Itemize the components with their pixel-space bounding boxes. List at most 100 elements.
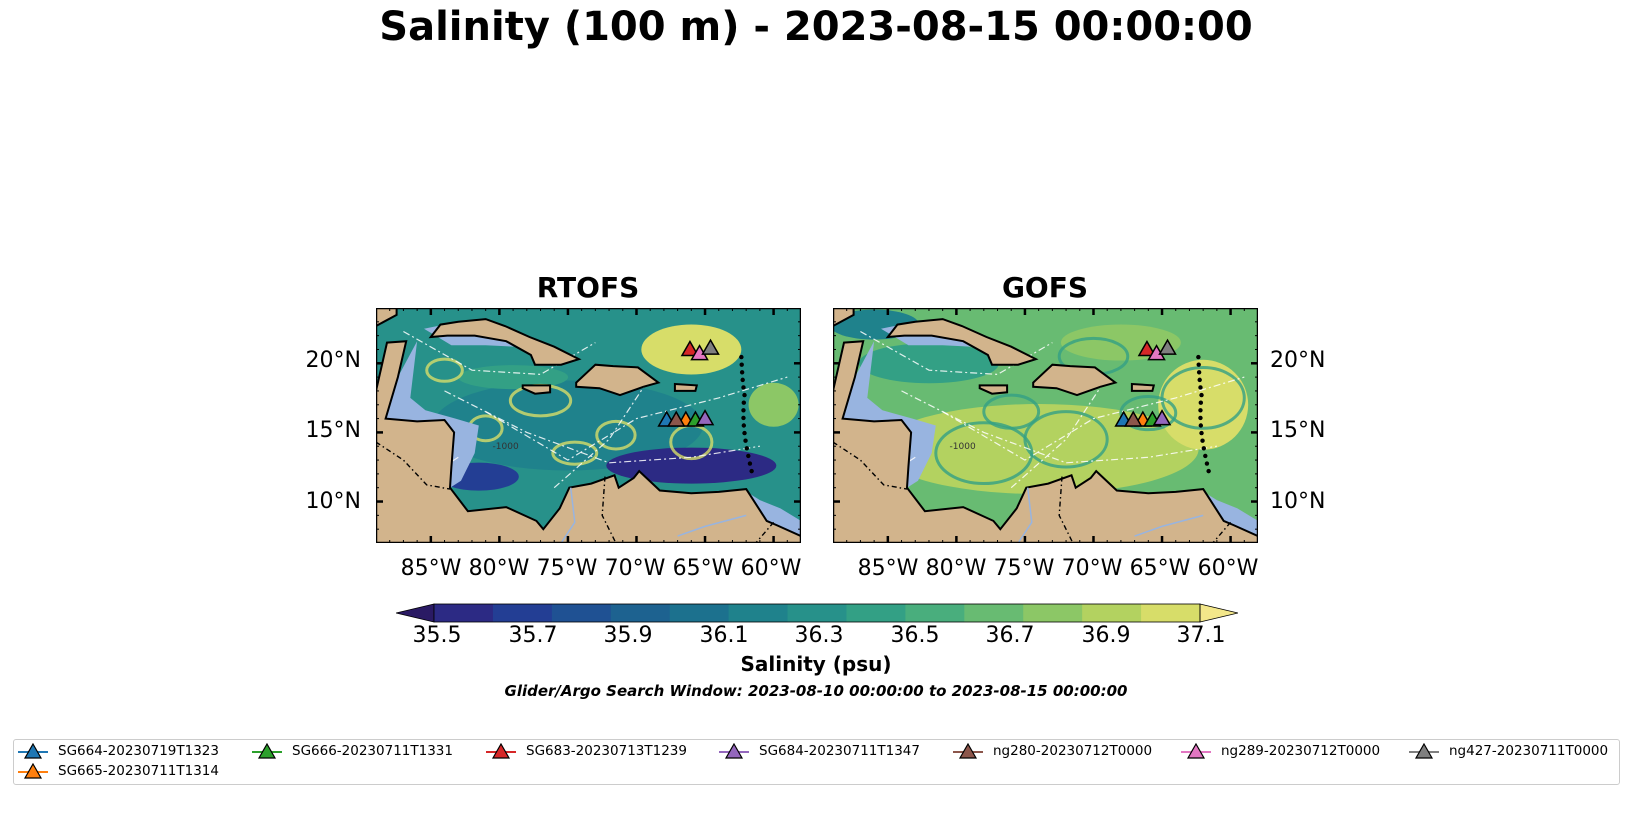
- island: [741, 423, 747, 428]
- river: [560, 487, 576, 543]
- glider-marker: [695, 409, 715, 426]
- colorbar-segment: [610, 604, 671, 622]
- map-layer: -1000: [833, 308, 1258, 543]
- lat-label-10n-right: 10°N: [1270, 489, 1326, 514]
- colorbar-tick: 35.5: [412, 623, 462, 648]
- island: [1197, 377, 1202, 383]
- island: [1198, 408, 1203, 413]
- triangle-marker-icon: [252, 743, 282, 759]
- colorbar-segment: [728, 604, 789, 622]
- lat-label-20n-right: 20°N: [1270, 348, 1326, 373]
- salinity-eddy: [425, 357, 464, 383]
- river: [1017, 487, 1033, 543]
- island: [1201, 446, 1207, 451]
- island: [1198, 400, 1204, 405]
- isobath-line: [942, 376, 1245, 461]
- colorbar-label: Salinity (psu): [740, 652, 892, 676]
- isobath-line: [444, 390, 760, 464]
- legend-label: SG666-20230711T1331: [292, 743, 453, 759]
- island: [740, 377, 745, 383]
- glider-marker: [1152, 409, 1172, 426]
- island: [747, 461, 753, 466]
- colorbar-tick: 35.7: [508, 623, 558, 648]
- legend-item: SG683-20230713T1239: [486, 743, 687, 759]
- legend-label: ng280-20230712T0000: [993, 743, 1153, 759]
- colorbar-segment: [1023, 604, 1083, 622]
- shelf-area: [748, 493, 801, 537]
- colorbar-frame: [433, 603, 1201, 623]
- salinity-eddy: [1119, 394, 1178, 432]
- panel-title-gofs: GOFS: [1001, 271, 1089, 304]
- figure-title: Salinity (100 m) - 2023-08-15 00:00:00: [379, 4, 1253, 50]
- salinity-eddy: [551, 440, 599, 466]
- lon-label-70w-gofs: 70°W: [1061, 556, 1123, 581]
- lon-label-85w-gofs: 85°W: [857, 556, 919, 581]
- colorbar-segment: [551, 604, 612, 622]
- colorbar-segment: [669, 604, 730, 622]
- legend-item: ng280-20230712T0000: [953, 743, 1152, 759]
- shelf-area: [1205, 493, 1258, 537]
- shelf-area: [842, 341, 936, 488]
- legend-item: SG666-20230711T1331: [252, 743, 453, 759]
- colorbar-segment: [964, 604, 1024, 622]
- salinity-patch: [1060, 324, 1181, 361]
- land-mass: [428, 318, 582, 366]
- island: [1206, 468, 1211, 474]
- legend-label: SG665-20230711T1314: [58, 763, 219, 779]
- glider-marker: [1158, 338, 1177, 355]
- salinity-eddy: [934, 421, 1034, 486]
- colorbar-tick: 37.1: [1176, 623, 1226, 648]
- isobath-label: -1000: [950, 442, 976, 452]
- legend-item: SG665-20230711T1314: [18, 763, 219, 779]
- legend-item: ng427-20230711T0000: [1409, 743, 1608, 759]
- island: [742, 430, 747, 436]
- salinity-patch: [1158, 359, 1249, 450]
- colorbar-tick: 36.1: [699, 623, 749, 648]
- lon-label-60w-gofs: 60°W: [1197, 556, 1259, 581]
- country-border: [833, 441, 908, 490]
- island: [739, 354, 744, 360]
- lon-label-70w: 70°W: [604, 556, 666, 581]
- map-layer: -1000: [376, 308, 801, 543]
- land-mass: [376, 308, 398, 328]
- colorbar-segment: [787, 604, 848, 622]
- island: [1196, 370, 1202, 375]
- triangle-marker-icon: [18, 743, 48, 759]
- triangle-marker-icon: [486, 743, 516, 759]
- salinity-patch: [432, 380, 703, 471]
- shelf-area: [385, 341, 479, 488]
- island: [749, 468, 754, 474]
- country-border: [1058, 476, 1074, 543]
- isobath-line: [901, 390, 1217, 464]
- lon-label-65w-gofs: 65°W: [1129, 556, 1191, 581]
- triangle-marker-icon: [719, 743, 749, 759]
- legend-label: ng427-20230711T0000: [1449, 743, 1609, 759]
- land-mass: [376, 340, 801, 543]
- lon-label-65w: 65°W: [672, 556, 734, 581]
- legend-item: SG664-20230719T1323: [18, 743, 219, 759]
- legend-item: ng289-20230712T0000: [1181, 743, 1380, 759]
- land-mass: [833, 340, 1258, 543]
- colorbar-segment: [1082, 604, 1142, 622]
- island: [744, 446, 750, 451]
- search-window-note: Glider/Argo Search Window: 2023-08-10 00…: [504, 682, 1128, 700]
- island: [739, 362, 744, 367]
- lat-label-15n-right: 15°N: [1270, 418, 1326, 443]
- salinity-eddy: [982, 393, 1041, 430]
- colorbar-tick: 36.3: [794, 623, 844, 648]
- triangle-marker-icon: [18, 763, 48, 779]
- island: [743, 438, 748, 443]
- island: [739, 370, 745, 375]
- triangle-marker-icon: [953, 743, 983, 759]
- legend-item: SG684-20230711T1347: [719, 743, 920, 759]
- colorbar-segment: [905, 604, 965, 622]
- lon-label-75w-gofs: 75°W: [993, 556, 1055, 581]
- island: [1199, 392, 1204, 398]
- triangle-marker-icon: [1409, 743, 1439, 759]
- lon-label-80w: 80°W: [468, 556, 530, 581]
- island: [1199, 430, 1204, 436]
- salinity-patch: [606, 447, 777, 484]
- island: [746, 453, 751, 459]
- land-mass: [1032, 363, 1118, 397]
- salinity-patch: [748, 382, 799, 427]
